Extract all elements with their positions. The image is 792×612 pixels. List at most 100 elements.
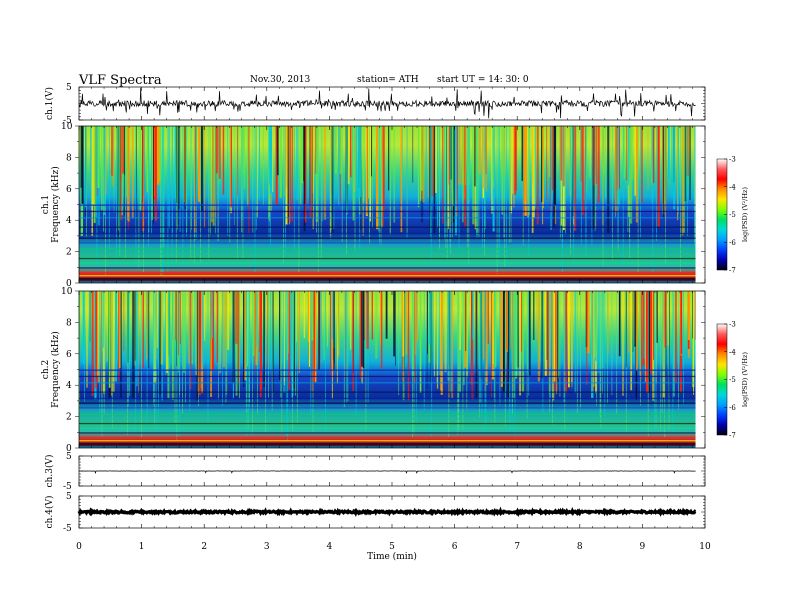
spec1-streak: [303, 126, 304, 182]
spec1-streak: [462, 126, 463, 181]
x-tick-label: 9: [640, 542, 646, 552]
spec2-streak: [189, 291, 192, 389]
spec1-streak: [321, 126, 323, 222]
spec1-streak: [241, 126, 243, 220]
spec2-cb-tick-label: -7: [729, 432, 736, 440]
spec2-streak: [568, 291, 570, 388]
spec1-spike: [214, 126, 216, 235]
spec1-spike: [227, 126, 229, 236]
spec1-streak: [185, 126, 186, 206]
spec2-spike: [576, 291, 578, 413]
spec1-streak: [122, 126, 125, 174]
spec2-streak: [633, 291, 635, 344]
spec1-band: [79, 267, 696, 269]
spec1-streak: [652, 126, 655, 184]
spec2-streak: [147, 291, 150, 369]
spec2-streak: [436, 291, 439, 389]
spec2-spike: [111, 291, 113, 430]
spec1-spike: [316, 126, 317, 233]
spec1-streak: [553, 126, 555, 228]
spec1-streak: [209, 126, 211, 235]
spec1-spike: [298, 126, 300, 273]
spec1-band: [79, 242, 696, 244]
spec1-streak: [222, 126, 225, 195]
spec2-streak: [202, 291, 204, 367]
spec2-streak: [89, 291, 92, 354]
spec2-streak: [636, 291, 638, 371]
spec1-streak: [453, 126, 455, 234]
spec2-streak: [216, 291, 219, 363]
spec1-streak: [303, 126, 306, 205]
spec2-streak: [643, 291, 644, 341]
spec2-streak: [111, 291, 113, 396]
spec2-streak: [385, 291, 388, 339]
spec2-streak: [256, 291, 258, 347]
spec1-spike: [270, 126, 271, 246]
spec2-streak: [106, 291, 108, 362]
spec2-band: [79, 440, 696, 442]
spec1-streak: [596, 126, 597, 184]
spec2-band: [79, 413, 696, 415]
spec1-ytick-label: 8: [66, 153, 72, 163]
spec1-streak: [124, 126, 126, 176]
spec2-streak: [212, 291, 215, 371]
x-tick-label: 3: [264, 542, 270, 552]
spec2-band: [79, 382, 696, 384]
spec2-streak: [465, 291, 467, 352]
spec1-spike: [451, 126, 453, 238]
spec1-streak: [581, 126, 584, 215]
spec2-spike: [189, 291, 191, 411]
spec1-streak: [668, 126, 670, 179]
spec2-streak: [574, 291, 577, 393]
spec1-band: [79, 257, 696, 260]
spec1-streak: [452, 126, 455, 223]
spec2-streak: [587, 291, 590, 354]
spec2-streak: [444, 291, 447, 372]
spec1-spike: [585, 126, 587, 259]
spec2-streak: [333, 291, 335, 371]
spec1-streak: [657, 126, 660, 227]
spec2-streak: [331, 291, 333, 340]
spec2-streak: [225, 291, 228, 395]
spec2-streak: [235, 291, 238, 344]
spec1-streak: [291, 126, 293, 222]
spec1-streak: [532, 126, 535, 218]
spec1-streak: [673, 126, 676, 210]
ch1-ytick-label: 5: [66, 83, 72, 93]
spec1-streak: [605, 126, 606, 199]
spec2-spike: [423, 291, 425, 411]
spec2-streak: [483, 291, 485, 360]
spec2-spike: [271, 291, 273, 411]
spec1-streak: [355, 126, 358, 191]
spec1-spike: [333, 126, 335, 230]
spec1-streak: [142, 126, 145, 232]
spec2-spike: [218, 291, 219, 400]
spec1-streak: [400, 126, 403, 233]
spec2-streak: [440, 291, 443, 395]
spec1-streak: [634, 126, 637, 196]
spec1-spike: [439, 126, 440, 249]
spec1-spike: [476, 126, 478, 239]
spec1-spike: [458, 126, 460, 250]
spec1-spike: [637, 126, 639, 274]
spec1-spike: [190, 126, 192, 261]
spec2-spike: [481, 291, 483, 417]
spec2-spike: [616, 291, 618, 415]
spec2-spike: [257, 291, 258, 415]
spec2-streak: [506, 291, 509, 352]
spec1-streak: [177, 126, 178, 230]
spec2-streak: [494, 291, 497, 368]
spec2-streak: [267, 291, 269, 368]
spec1-spike: [612, 126, 613, 261]
spec1-streak: [389, 126, 391, 235]
spec2-spike: [99, 291, 101, 414]
spec2-streak: [487, 291, 489, 345]
spec1-streak: [597, 126, 600, 203]
spec2-streak: [327, 291, 328, 347]
spec2-streak: [167, 291, 169, 399]
spec1-streak: [474, 126, 476, 187]
spec1-streak: [287, 126, 290, 218]
spec2-spike: [655, 291, 657, 429]
spec2-spike: [127, 291, 128, 435]
